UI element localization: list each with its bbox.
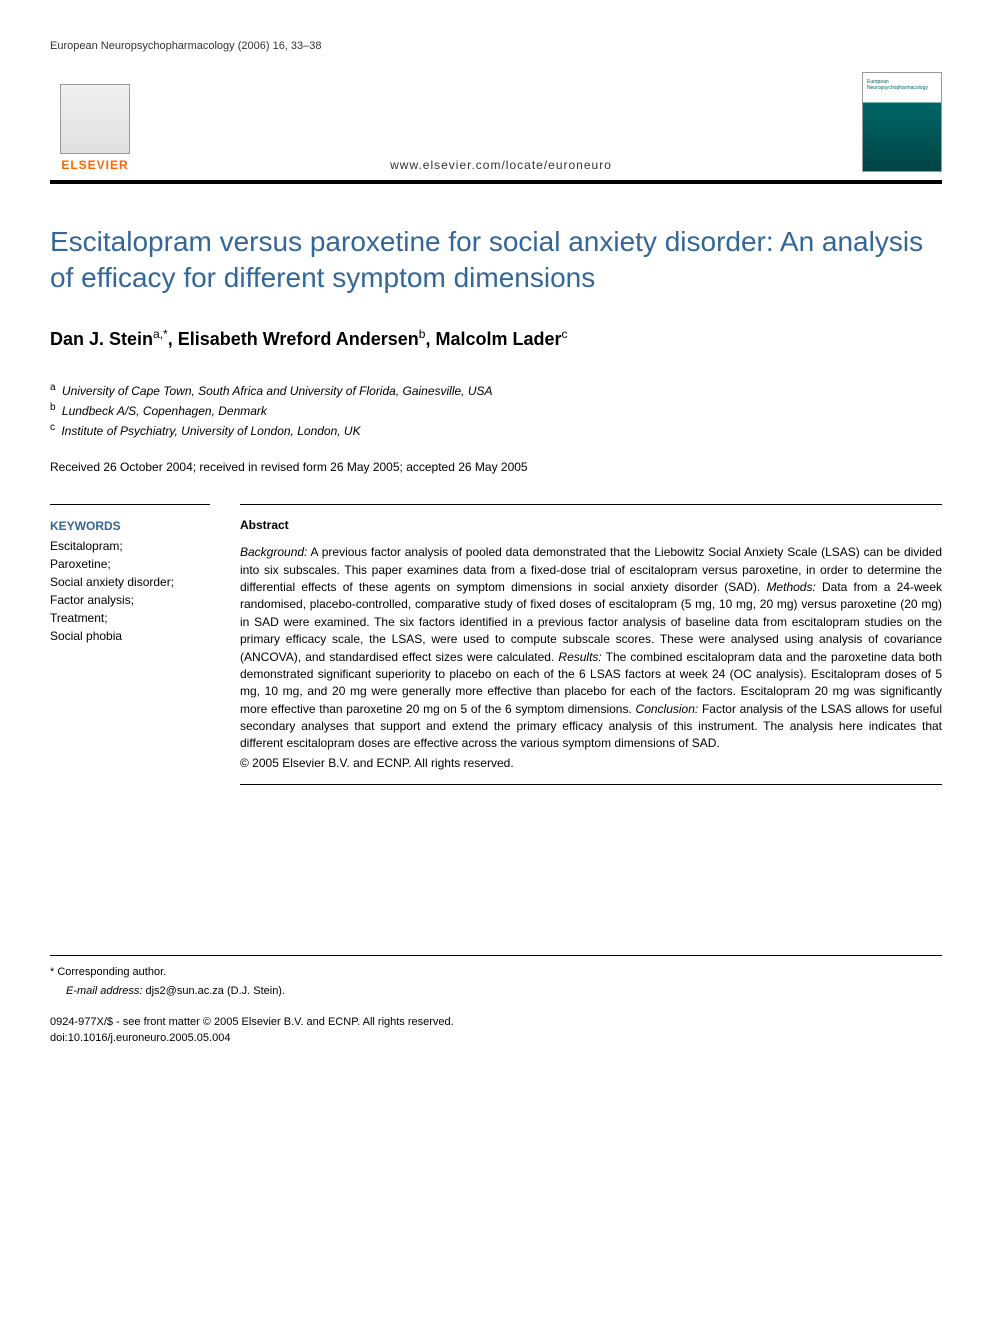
keywords-box: KEYWORDS Escitalopram; Paroxetine; Socia…	[50, 504, 210, 785]
keywords-list: Escitalopram; Paroxetine; Social anxiety…	[50, 537, 210, 645]
abstract-box: Abstract Background: A previous factor a…	[240, 504, 942, 785]
email-value[interactable]: djs2@sun.ac.za (D.J. Stein).	[142, 985, 285, 997]
issn-line: 0924-977X/$ - see front matter © 2005 El…	[50, 1015, 942, 1030]
email-line: E-mail address: djs2@sun.ac.za (D.J. Ste…	[50, 983, 942, 1000]
publisher-logo: ELSEVIER	[50, 72, 140, 172]
email-label: E-mail address:	[66, 985, 142, 997]
affil-b-text: Lundbeck A/S, Copenhagen, Denmark	[59, 404, 267, 418]
methods-label: Methods:	[766, 580, 815, 594]
affil-a-text: University of Cape Town, South Africa an…	[59, 384, 493, 398]
affil-a-sup: a	[50, 382, 56, 393]
publisher-name: ELSEVIER	[61, 158, 128, 172]
journal-citation: European Neuropsychopharmacology (2006) …	[50, 40, 942, 52]
journal-cover-thumbnail: European Neuropsychopharmacology	[862, 72, 942, 172]
article-dates: Received 26 October 2004; received in re…	[50, 460, 942, 474]
affiliations: a University of Cape Town, South Africa …	[50, 380, 942, 440]
results-label: Results:	[558, 650, 601, 664]
author-2: , Elisabeth Wreford Andersen	[168, 329, 419, 349]
affil-c-sup: c	[50, 422, 55, 433]
abstract-copyright: © 2005 Elsevier B.V. and ECNP. All right…	[240, 755, 942, 772]
abstract-body: Background: A previous factor analysis o…	[240, 544, 942, 753]
article-title: Escitalopram versus paroxetine for socia…	[50, 224, 942, 297]
affiliation-a: a University of Cape Town, South Africa …	[50, 380, 942, 400]
background-label: Background:	[240, 545, 307, 559]
author-1: Dan J. Stein	[50, 329, 153, 349]
affil-c-text: Institute of Psychiatry, University of L…	[58, 424, 361, 438]
keywords-heading: KEYWORDS	[50, 517, 210, 535]
author-3: , Malcolm Lader	[425, 329, 561, 349]
affil-b-sup: b	[50, 402, 56, 413]
elsevier-tree-icon	[60, 84, 130, 154]
content-row: KEYWORDS Escitalopram; Paroxetine; Socia…	[50, 504, 942, 785]
affiliation-b: b Lundbeck A/S, Copenhagen, Denmark	[50, 400, 942, 420]
abstract-heading: Abstract	[240, 517, 942, 534]
authors-line: Dan J. Steina,*, Elisabeth Wreford Ander…	[50, 327, 942, 350]
author-3-affil: c	[562, 327, 568, 341]
author-1-affil: a,*	[153, 327, 168, 341]
conclusion-label: Conclusion:	[636, 702, 699, 716]
affiliation-c: c Institute of Psychiatry, University of…	[50, 420, 942, 440]
journal-url[interactable]: www.elsevier.com/locate/euroneuro	[390, 158, 612, 172]
footer: * Corresponding author. E-mail address: …	[50, 955, 942, 1046]
copyright-block: 0924-977X/$ - see front matter © 2005 El…	[50, 1015, 942, 1046]
journal-cover-label: European Neuropsychopharmacology	[867, 79, 941, 91]
doi-line: doi:10.1016/j.euroneuro.2005.05.004	[50, 1031, 942, 1046]
corresponding-author-note: * Corresponding author.	[50, 964, 942, 981]
header-bar: ELSEVIER www.elsevier.com/locate/euroneu…	[50, 72, 942, 184]
